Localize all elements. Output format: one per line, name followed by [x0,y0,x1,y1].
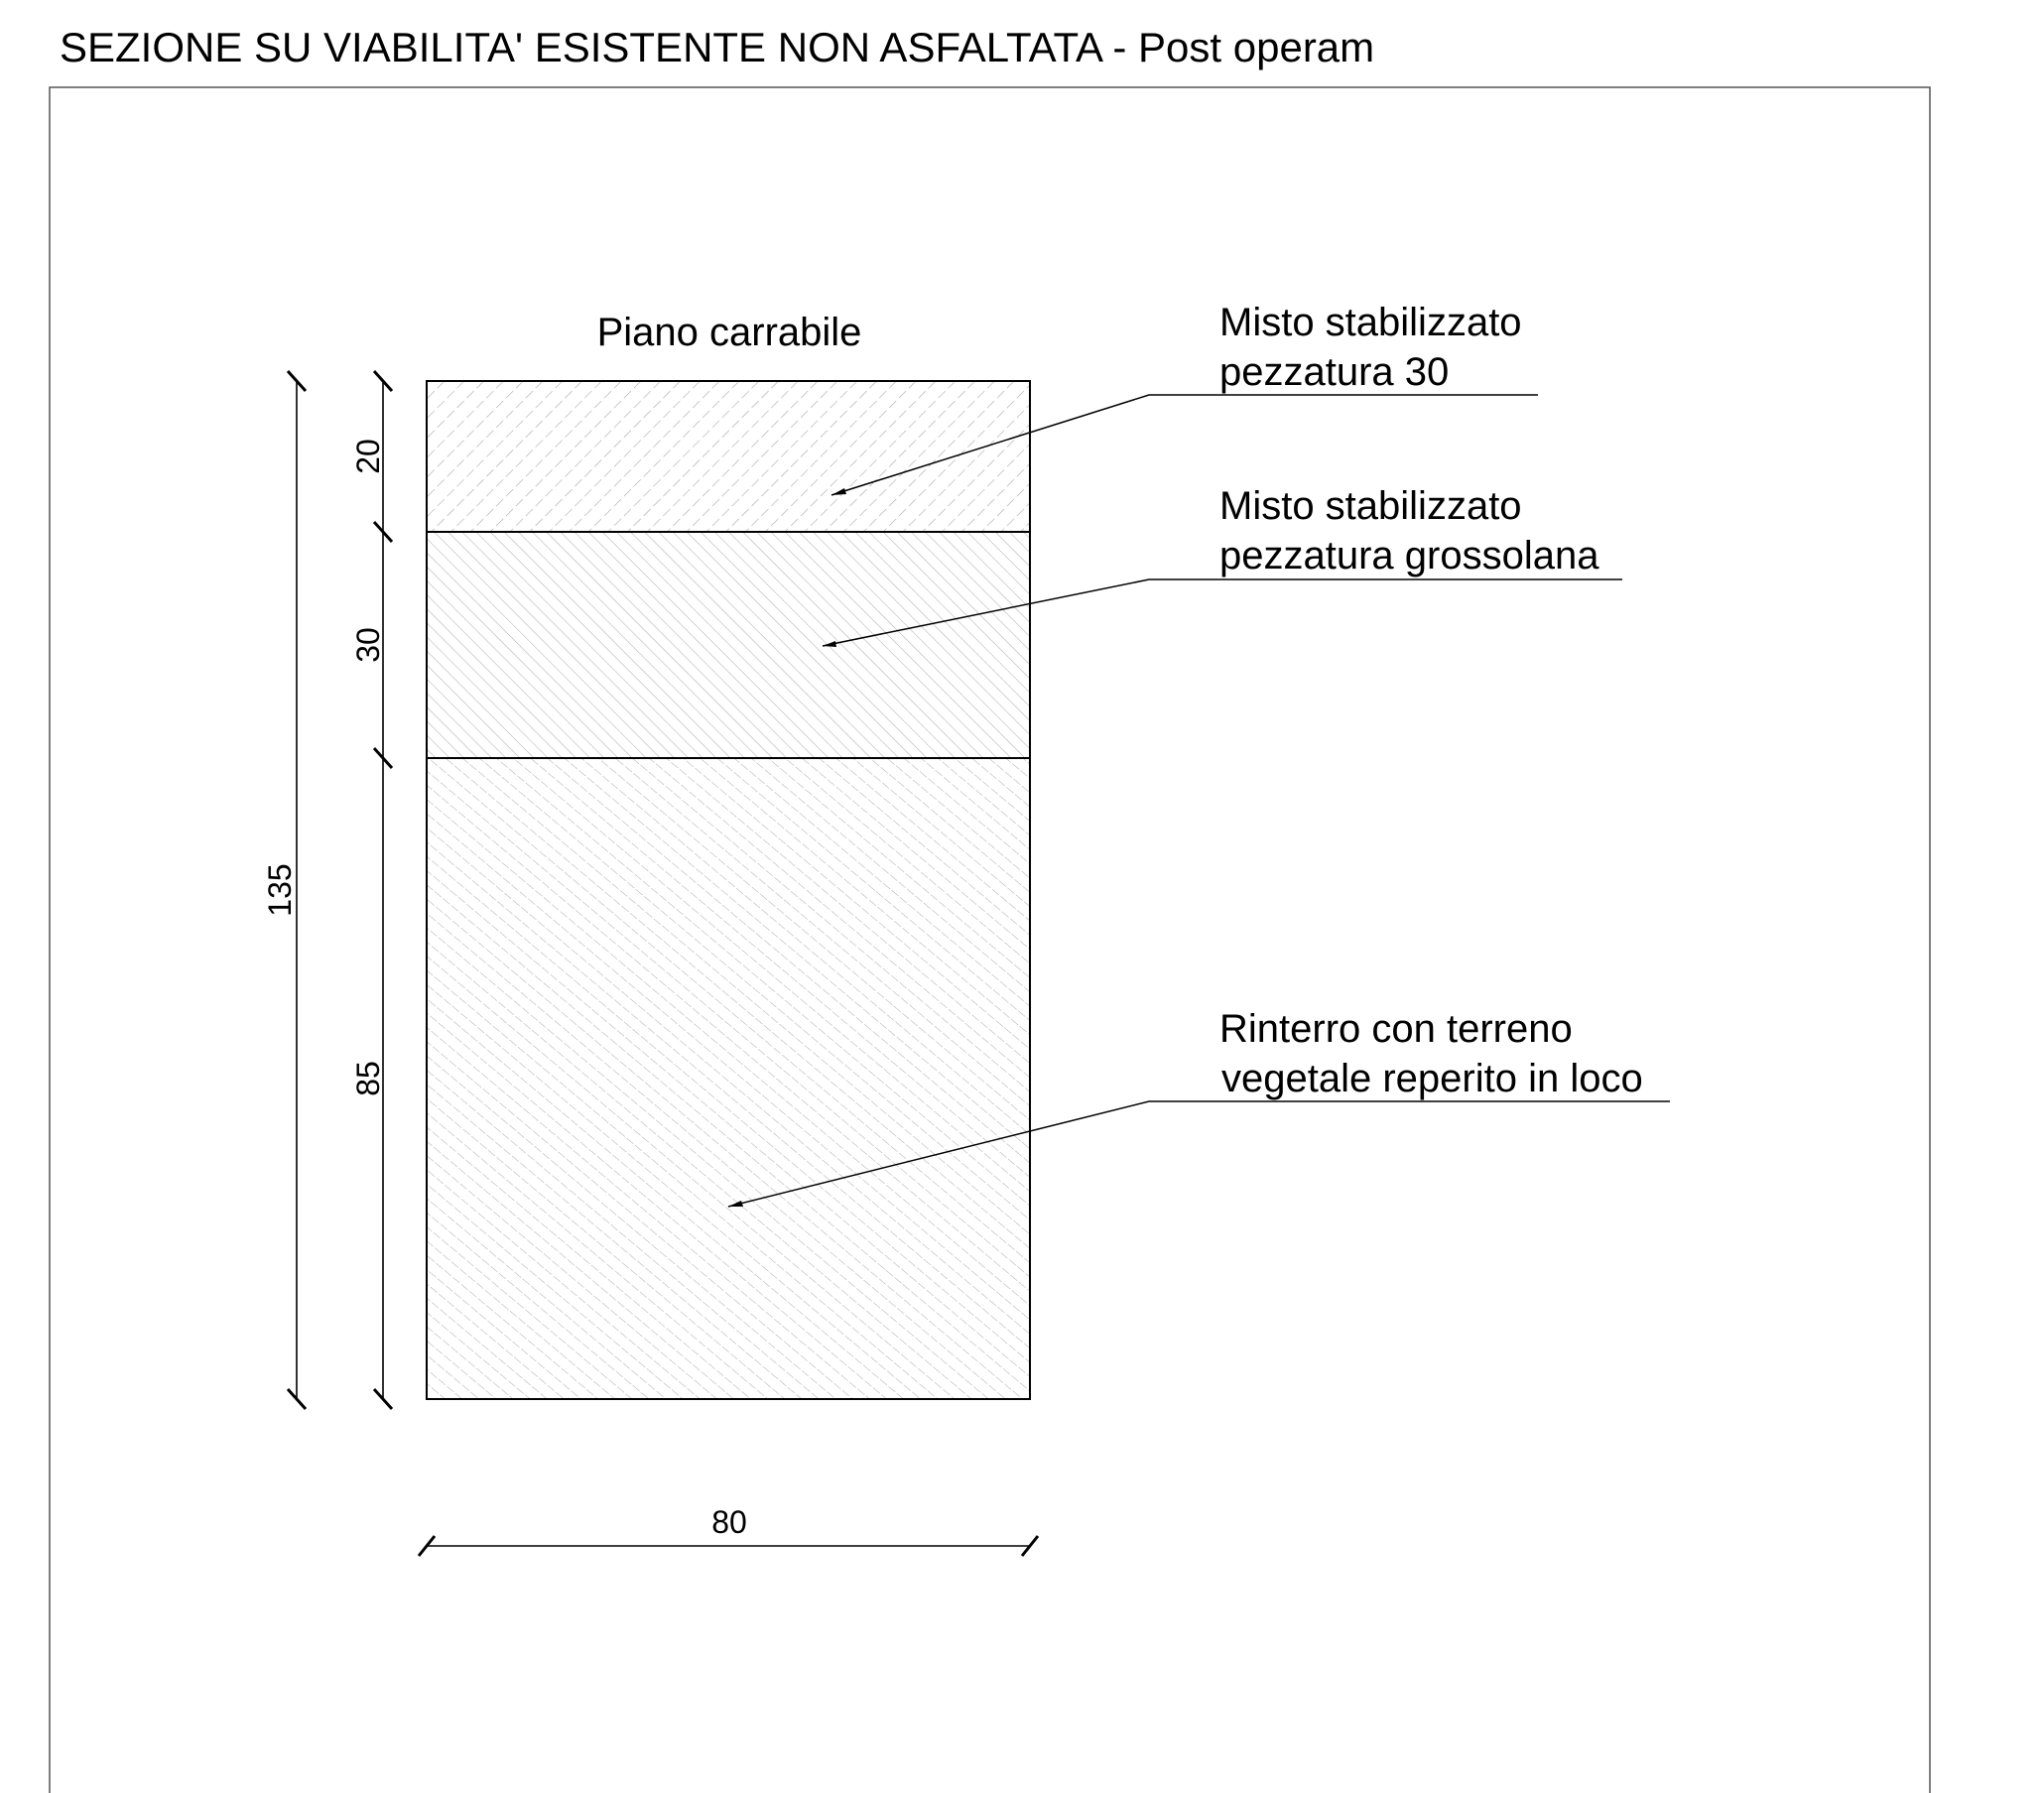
callout-1-line-1: Misto stabilizzato [1219,301,1522,344]
tick [417,1535,437,1557]
tick [286,1387,308,1411]
layer-2-fill [427,532,1030,758]
width-label: 80 [711,1504,747,1540]
tick [1020,1535,1040,1557]
callout-layer-2: Misto stabilizzato pezzatura grossolana [822,484,1622,647]
tick [372,746,394,770]
callout-layer-3: Rinterro con terreno vegetale reperito i… [727,1007,1670,1208]
tick [372,520,394,544]
layer-1-thickness-label: 20 [350,439,386,474]
layer-3-fill [427,758,1030,1399]
tick [286,369,308,393]
callout-1-line-2: pezzatura 30 [1219,350,1449,394]
piano-carrabile-label: Piano carrabile [597,311,862,354]
callout-2-line-2: pezzatura grossolana [1219,534,1599,577]
callout-2-line-1: Misto stabilizzato [1219,484,1522,528]
tick [372,369,394,393]
drawing-frame [49,86,1931,1793]
width-dimension: 80 [417,1504,1040,1557]
layer-stack [426,380,1031,1400]
layer-2-thickness-label: 30 [350,627,386,663]
total-height-dimension: 135 [262,369,308,1411]
total-height-label: 135 [262,863,298,916]
callout-3-line-1: Rinterro con terreno [1219,1007,1573,1051]
tick [372,1387,394,1411]
callout-layer-1: Misto stabilizzato pezzatura 30 [830,301,1538,496]
layer-1-fill [427,381,1030,532]
thickness-dimension: 20 30 85 [350,369,394,1411]
drawing-title: SEZIONE SU VIABILITA' ESISTENTE NON ASFA… [60,24,1374,70]
callout-3-line-2: vegetale reperito in loco [1221,1057,1643,1100]
section-outline [426,380,1031,1400]
layer-3-thickness-label: 85 [350,1061,386,1096]
